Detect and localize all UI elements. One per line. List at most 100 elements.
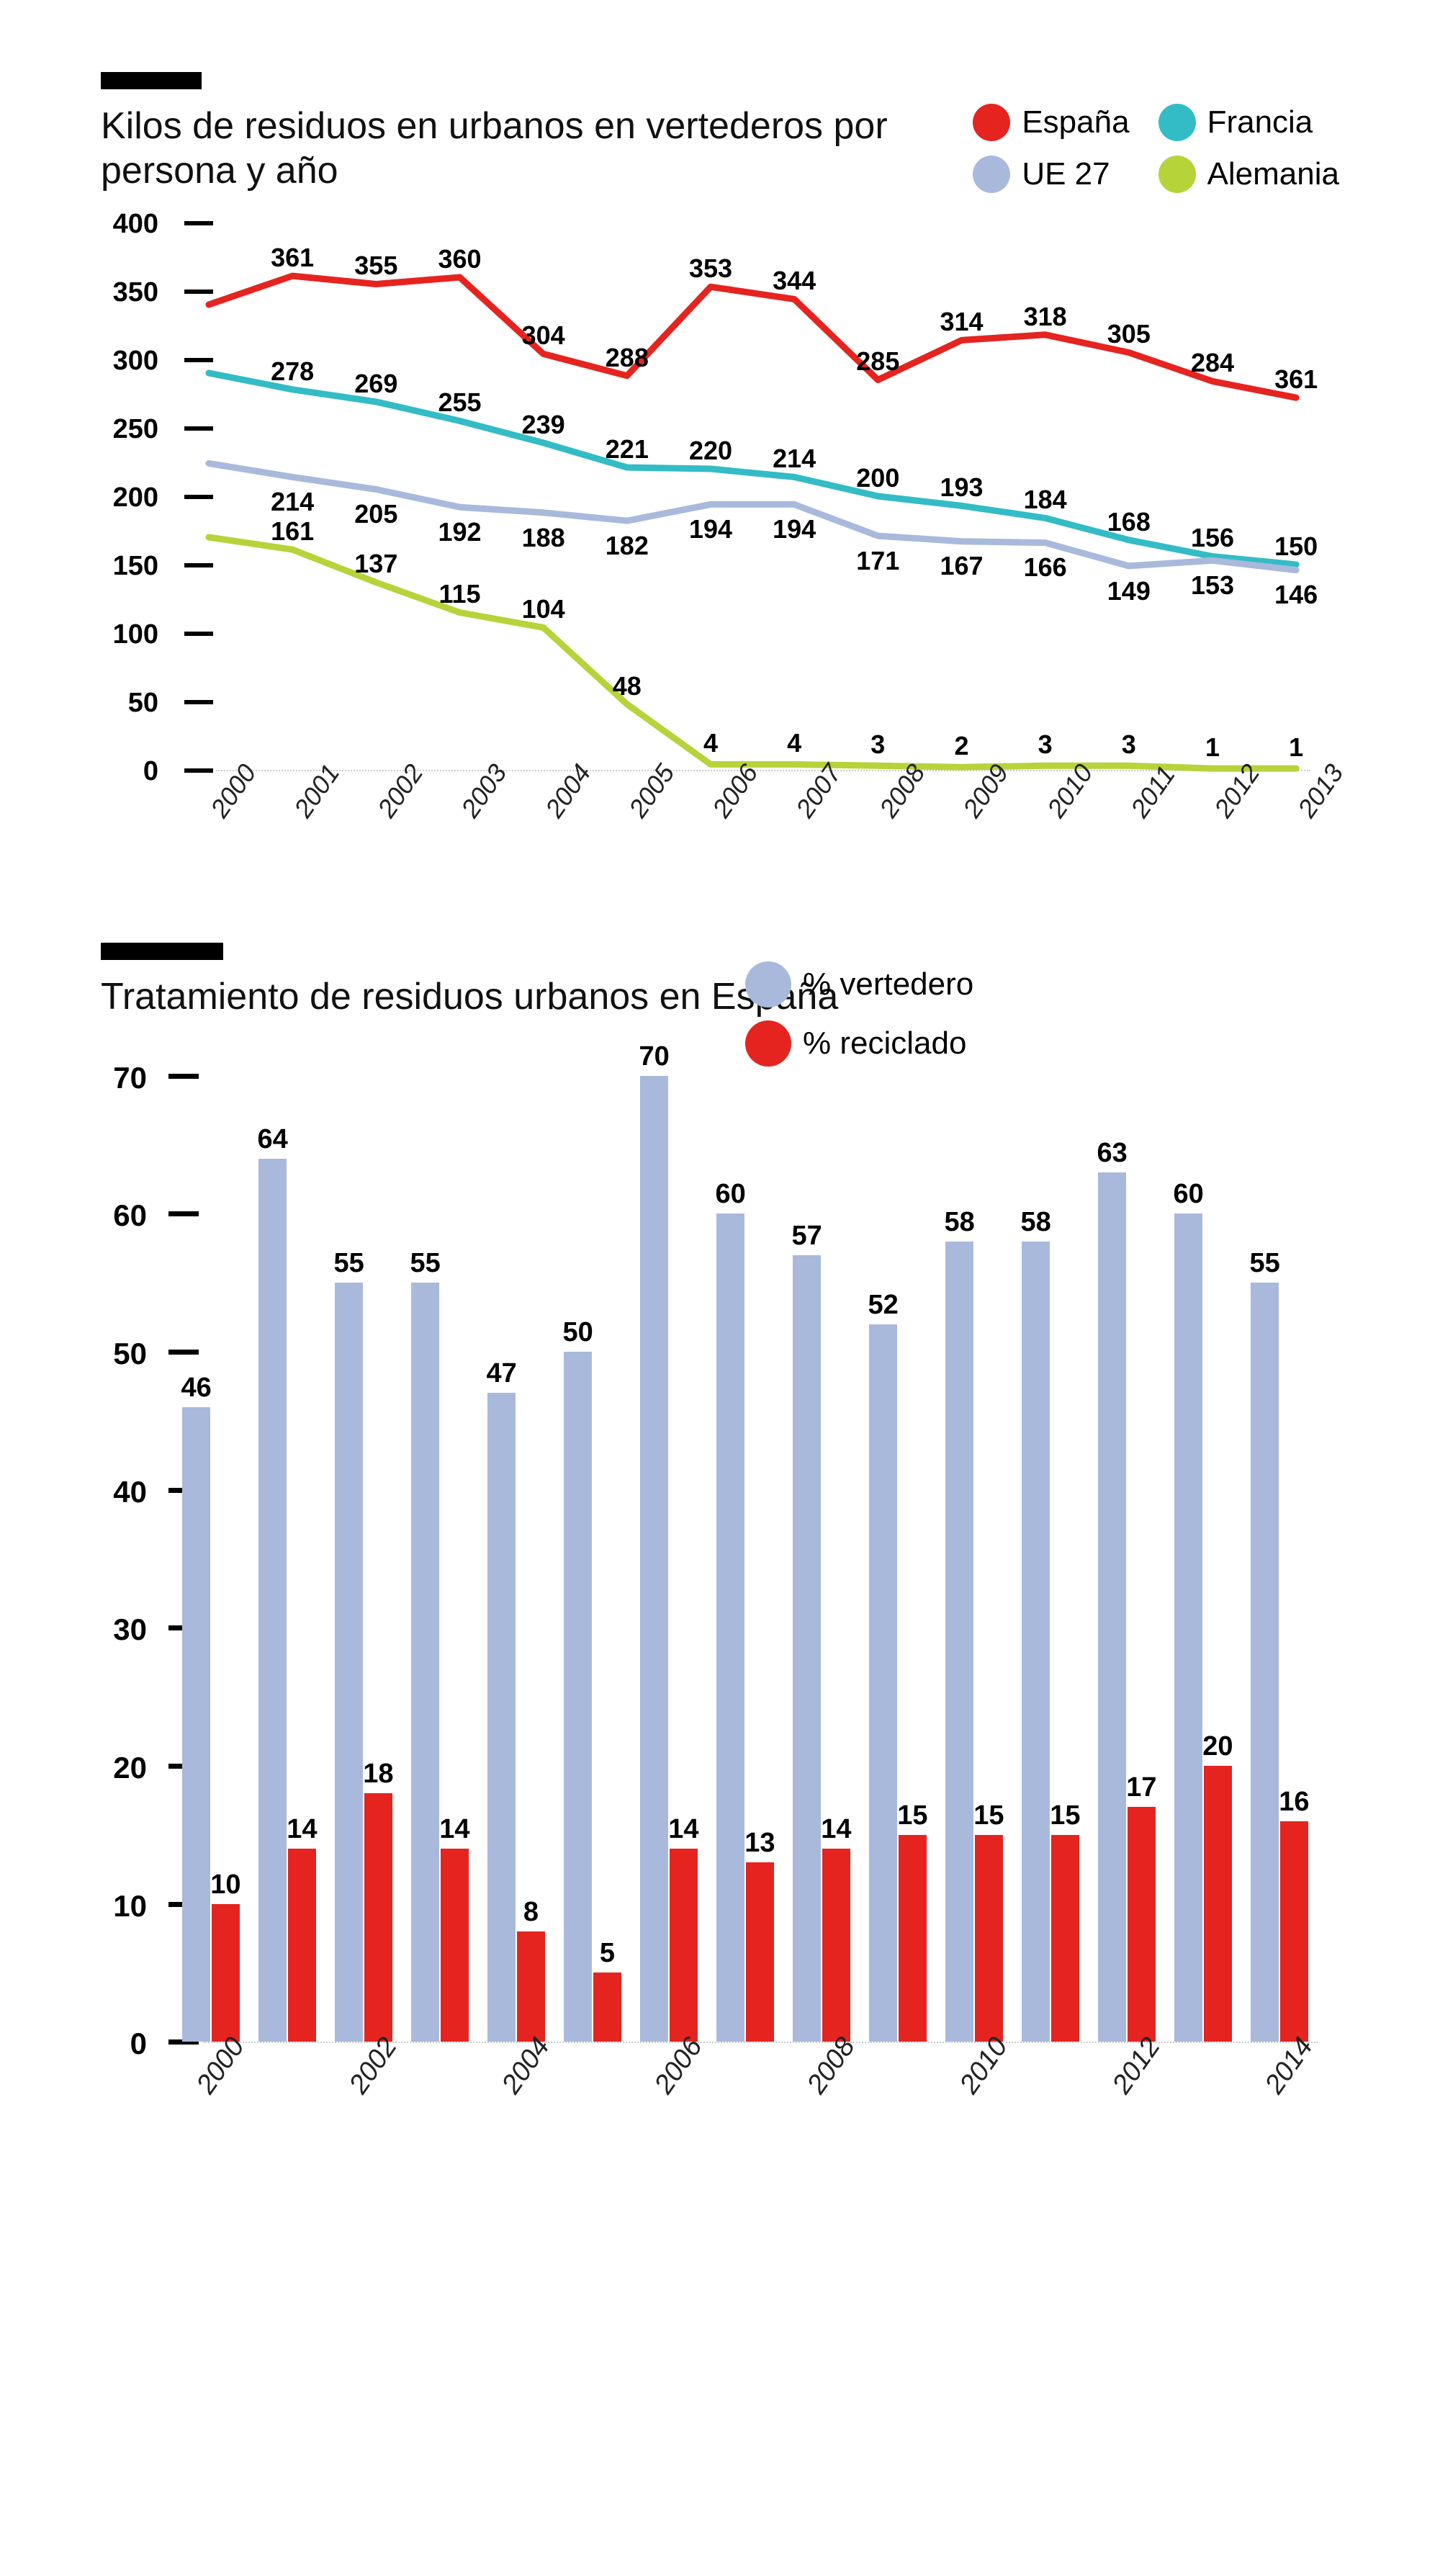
bar	[1280, 1821, 1308, 2042]
bar	[746, 1862, 774, 2042]
bar	[288, 1849, 316, 2042]
data-label: 64	[257, 1124, 287, 1155]
data-label: 1	[1205, 732, 1220, 763]
bar	[411, 1283, 439, 2042]
data-label: 60	[715, 1179, 745, 1210]
data-label: 55	[410, 1248, 440, 1279]
data-label: 284	[1191, 348, 1234, 378]
data-label: 10	[210, 1870, 240, 1900]
bar	[869, 1324, 897, 2042]
title-row: Kilos de residuos en urbanos en verteder…	[101, 104, 1339, 194]
x-tick-label: 2000	[191, 2032, 251, 2100]
legend-label: % reciclado	[803, 1026, 966, 1062]
data-label: 16	[1279, 1787, 1309, 1818]
data-label: 14	[821, 1814, 851, 1845]
data-label: 5	[600, 1938, 615, 1969]
data-label: 149	[1107, 576, 1151, 606]
data-label: 353	[689, 253, 732, 284]
line-chart-block: Kilos de residuos en urbanos en verteder…	[101, 72, 1339, 856]
data-label: 361	[1274, 364, 1318, 395]
data-label: 188	[522, 523, 565, 553]
data-label: 58	[944, 1207, 974, 1238]
y-tick-label: 20	[101, 1751, 147, 1785]
legend-label: Alemania	[1207, 156, 1339, 192]
bar	[822, 1849, 850, 2042]
data-label: 8	[523, 1897, 539, 1928]
bar	[258, 1159, 287, 2042]
y-tick	[168, 1350, 199, 1355]
data-label: 17	[1126, 1772, 1156, 1803]
data-label: 57	[791, 1221, 822, 1252]
data-label: 193	[940, 472, 983, 503]
data-label: 146	[1274, 580, 1318, 610]
data-label: 360	[438, 244, 481, 274]
chart-title: Kilos de residuos en urbanos en verteder…	[101, 104, 944, 194]
title-bar	[101, 72, 202, 89]
data-label: 4	[703, 728, 718, 758]
bar	[793, 1255, 821, 2042]
data-label: 3	[870, 730, 885, 760]
bar	[212, 1904, 240, 2042]
data-label: 2	[954, 731, 968, 761]
bar	[182, 1407, 210, 2042]
legend-swatch	[1158, 104, 1196, 141]
data-label: 15	[973, 1800, 1004, 1831]
data-label: 200	[856, 463, 899, 493]
title-row: Tratamiento de residuos urbanos en Españ…	[101, 974, 1339, 1019]
data-label: 15	[897, 1800, 927, 1831]
data-label: 166	[1024, 552, 1067, 583]
data-label: 269	[354, 369, 397, 399]
legend-item: Francia	[1158, 104, 1339, 141]
bar	[716, 1213, 744, 2042]
data-label: 153	[1191, 570, 1234, 601]
legend-item: España	[973, 104, 1129, 141]
data-label: 3	[1122, 730, 1136, 760]
legend-item: UE 27	[973, 156, 1129, 193]
data-label: 15	[1050, 1800, 1080, 1831]
data-label: 55	[1249, 1248, 1279, 1279]
bar	[487, 1393, 516, 2042]
bar	[945, 1242, 973, 2042]
data-label: 48	[613, 671, 642, 701]
data-label: 18	[363, 1759, 393, 1790]
data-label: 46	[181, 1373, 211, 1404]
bar-chart-plot: 0102030405060704610641455185514478505701…	[101, 1048, 1318, 2142]
data-label: 304	[522, 320, 565, 351]
legend-label: Francia	[1207, 104, 1313, 140]
bar	[1128, 1807, 1156, 2042]
data-label: 137	[354, 549, 397, 579]
data-label: 167	[940, 551, 983, 581]
y-tick-label: 50	[101, 1337, 147, 1371]
data-label: 194	[773, 514, 816, 544]
legend-item: % reciclado	[745, 1020, 973, 1067]
data-label: 20	[1202, 1731, 1233, 1762]
data-label: 3	[1038, 730, 1053, 760]
data-label: 50	[562, 1317, 593, 1348]
bar-chart-block: Tratamiento de residuos urbanos en Españ…	[101, 943, 1339, 2142]
data-label: 192	[438, 517, 481, 547]
title-bar	[101, 943, 223, 960]
bar	[975, 1835, 1003, 2042]
data-label: 318	[1024, 302, 1067, 332]
legend-swatch	[745, 1020, 791, 1067]
data-label: 255	[438, 387, 481, 418]
data-label: 220	[689, 436, 732, 466]
bar	[1251, 1283, 1279, 2042]
data-label: 150	[1274, 531, 1318, 562]
data-label: 221	[606, 434, 649, 465]
bar	[364, 1793, 392, 2042]
bar	[441, 1849, 469, 2042]
legend-item: % vertedero	[745, 961, 973, 1007]
bar	[593, 1973, 621, 2042]
data-label: 184	[1024, 485, 1067, 515]
legend-swatch	[973, 104, 1010, 141]
data-label: 1	[1289, 732, 1303, 763]
legend-item: Alemania	[1158, 156, 1339, 193]
data-label: 171	[856, 546, 899, 576]
bar	[517, 1931, 545, 2042]
data-label: 344	[773, 266, 816, 296]
legend: España Francia UE 27 Alemania	[973, 104, 1339, 193]
bar	[670, 1849, 698, 2042]
data-label: 239	[522, 410, 565, 440]
data-label: 285	[856, 346, 899, 377]
